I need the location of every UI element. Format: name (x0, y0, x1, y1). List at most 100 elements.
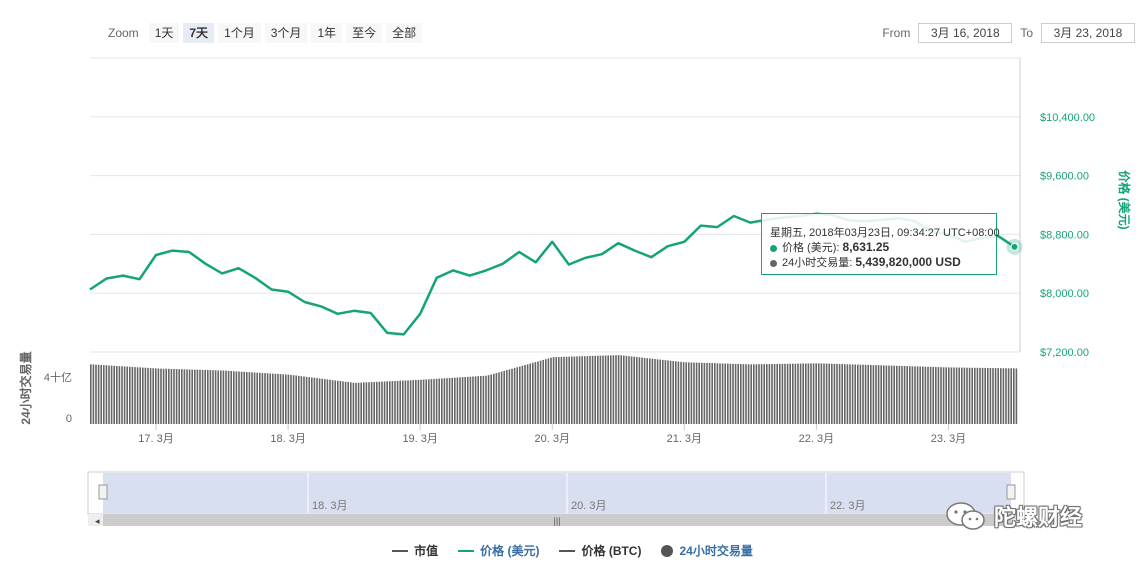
volume-bar (953, 367, 955, 424)
scroll-left-arrow-icon[interactable]: ◂ (95, 516, 100, 526)
volume-bar (620, 355, 622, 424)
volume-bar (851, 364, 854, 424)
volume-bar (828, 363, 830, 424)
volume-bar (763, 364, 765, 424)
volume-bar (552, 357, 555, 424)
volume-bar (368, 382, 370, 424)
volume-bar (859, 364, 862, 424)
volume-bar (500, 371, 503, 424)
price-tick-label: $8,000.00 (1040, 288, 1089, 300)
volume-bar (214, 370, 217, 424)
volume-bar (136, 367, 139, 424)
to-date-input[interactable] (1041, 23, 1135, 43)
volume-bar (906, 366, 908, 424)
legend-item-price-btc[interactable]: 价格 (BTC) (559, 542, 641, 559)
volume-bar (435, 378, 438, 424)
legend-item-price-usd[interactable]: 价格 (美元) (458, 542, 539, 559)
volume-bar (911, 366, 914, 424)
volume-bar (261, 373, 264, 424)
volume-bar (992, 368, 994, 424)
volume-bar (760, 364, 763, 424)
volume-bar (591, 355, 594, 424)
zoom-btn-7d[interactable]: 7天 (183, 23, 215, 43)
volume-bar (555, 357, 557, 424)
volume-bar (251, 372, 253, 424)
volume-bar (188, 369, 191, 424)
navigator-right-handle[interactable] (1006, 484, 1016, 500)
volume-bar (883, 365, 885, 424)
volume-bar (568, 356, 570, 424)
volume-bar (586, 356, 589, 424)
volume-bar (971, 367, 973, 424)
volume-bar (399, 380, 401, 424)
zoom-btn-1d[interactable]: 1天 (148, 23, 180, 43)
volume-bar (864, 364, 867, 424)
zoom-btn-all[interactable]: 全部 (386, 23, 423, 43)
zoom-btn-1y[interactable]: 1年 (311, 23, 343, 43)
volume-bar (916, 366, 919, 424)
volume-bar (209, 370, 212, 424)
legend-item-market-cap[interactable]: 市值 (392, 542, 438, 559)
volume-bar (716, 363, 719, 424)
volume-bar (430, 379, 433, 424)
data-tooltip: 星期五, 2018年03月23日, 09:34:27 UTC+08:00 价格 … (761, 213, 1000, 275)
volume-bar (1000, 368, 1002, 424)
volume-bar (989, 368, 992, 424)
watermark-text: 陀螺财经 (994, 505, 1083, 530)
navigator-selection[interactable] (103, 473, 1011, 513)
volume-bar (779, 363, 781, 424)
volume-tick-label: 0 (66, 413, 72, 425)
volume-bar (875, 365, 877, 424)
volume-bar (318, 378, 321, 424)
volume-bar (352, 382, 355, 424)
volume-axis-title: 24小时交易量 (18, 351, 33, 424)
volume-bar (563, 356, 565, 424)
volume-bar (922, 366, 924, 424)
volume-bar (243, 371, 245, 424)
price-tick-label: $7,200.00 (1040, 347, 1089, 359)
volume-bar (373, 382, 375, 424)
volume-bar (682, 362, 685, 424)
volume-bar (815, 363, 817, 424)
volume-bar (888, 365, 890, 424)
volume-bar (667, 360, 669, 424)
volume-bar (493, 373, 495, 424)
volume-bar (97, 364, 100, 424)
volume-bar (321, 378, 323, 424)
volume-bar (300, 376, 303, 424)
volume-bar (844, 364, 846, 424)
volume-bar (958, 367, 960, 424)
scrollbar-thumb[interactable] (103, 514, 1011, 526)
volume-bar (664, 360, 667, 424)
volume-bar (240, 371, 243, 424)
volume-bar (165, 368, 167, 424)
volume-bar (872, 365, 875, 424)
volume-bar (571, 356, 573, 424)
volume-bar (129, 366, 131, 424)
volume-bar (838, 364, 841, 424)
zoom-btn-ytd[interactable]: 至今 (346, 23, 383, 43)
hover-point[interactable] (1010, 242, 1019, 251)
volume-bar (643, 357, 646, 424)
volume-bar (443, 378, 446, 424)
x-axis-ticks: 17. 3月 18. 3月 19. 3月 20. 3月 21. 3月 22. 3月 23. … (138, 424, 966, 445)
volume-bar (610, 355, 612, 424)
volume-bar (139, 367, 141, 424)
volume-bar (825, 363, 828, 424)
volume-bar (103, 365, 105, 424)
legend-item-volume[interactable]: 24小时交易量 (661, 542, 753, 559)
volume-bar (870, 365, 872, 424)
volume-bar (768, 364, 771, 424)
volume-bar (701, 362, 703, 424)
volume-bar (903, 366, 906, 424)
price-dot-icon (770, 244, 777, 252)
volume-bar (994, 368, 997, 424)
zoom-btn-3m[interactable]: 3个月 (264, 23, 308, 43)
navigator-left-handle[interactable] (98, 484, 108, 500)
volume-bar (235, 371, 238, 424)
from-date-input[interactable] (918, 23, 1013, 43)
volume-bar (230, 371, 232, 424)
volume-bar (807, 363, 810, 424)
zoom-btn-1m[interactable]: 1个月 (218, 23, 261, 43)
volume-bar (729, 363, 732, 424)
